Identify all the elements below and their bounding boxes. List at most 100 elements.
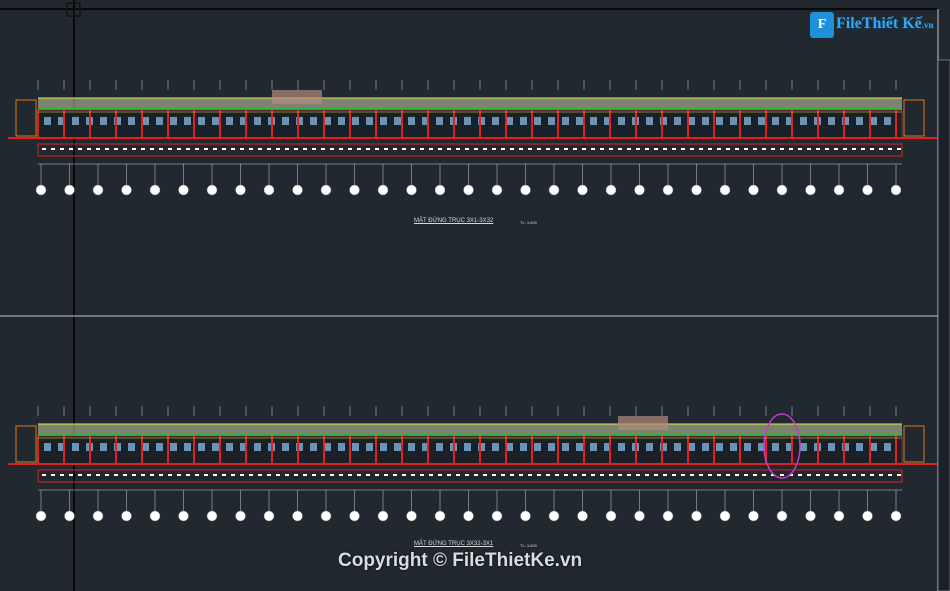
- axis-bubble: [178, 510, 189, 522]
- plinth-mark: [303, 474, 307, 476]
- window: [282, 117, 289, 125]
- plinth-mark: [789, 148, 793, 150]
- window: [590, 117, 597, 125]
- column: [167, 436, 169, 464]
- column: [843, 436, 845, 464]
- plinth-mark: [519, 148, 523, 150]
- plinth-mark: [240, 148, 244, 150]
- window: [310, 117, 317, 125]
- plinth-mark: [213, 474, 217, 476]
- plinth-mark: [375, 474, 379, 476]
- column: [323, 110, 325, 138]
- plinth-mark: [483, 474, 487, 476]
- logo-name: FileThiết Kế: [836, 15, 922, 32]
- plinth-mark: [438, 148, 442, 150]
- plinth-mark: [402, 474, 406, 476]
- axis-bubble: [92, 184, 104, 196]
- plinth-mark: [726, 474, 730, 476]
- window: [352, 117, 359, 125]
- plinth-mark: [681, 148, 685, 150]
- plinth-mark: [717, 474, 721, 476]
- plinth-mark: [888, 148, 892, 150]
- column: [609, 436, 611, 464]
- axis-bubble: [577, 184, 588, 196]
- column: [115, 110, 117, 138]
- column: [349, 110, 351, 138]
- left-end-cap: [15, 99, 37, 137]
- window: [730, 443, 737, 451]
- plinth-mark: [411, 474, 415, 476]
- window: [324, 117, 331, 125]
- axis-bubble: [662, 510, 674, 522]
- plinth-mark: [69, 148, 73, 150]
- ucs-marker[interactable]: [66, 2, 81, 17]
- column: [453, 436, 455, 464]
- plinth-mark: [591, 474, 595, 476]
- plinth-mark: [582, 148, 586, 150]
- window: [296, 443, 303, 451]
- axis-bubble: [890, 184, 902, 196]
- axis-bubble: [377, 184, 389, 196]
- plinth-mark: [699, 148, 703, 150]
- window: [324, 443, 331, 451]
- plinth-mark: [735, 474, 739, 476]
- window: [366, 443, 373, 451]
- window: [772, 443, 779, 451]
- axis-bubble: [548, 184, 560, 196]
- window: [254, 443, 261, 451]
- window: [786, 117, 793, 125]
- plinth-mark: [708, 148, 712, 150]
- plinth-mark: [249, 148, 253, 150]
- plinth-mark: [627, 474, 631, 476]
- plinth-mark: [366, 148, 370, 150]
- window: [730, 117, 737, 125]
- plinth-mark: [132, 148, 136, 150]
- window: [226, 443, 233, 451]
- window: [842, 443, 849, 451]
- plinth-mark: [60, 474, 64, 476]
- column: [375, 110, 377, 138]
- plinth-mark: [564, 148, 568, 150]
- axis-bubble: [235, 510, 246, 522]
- column: [531, 110, 533, 138]
- axis-bubble: [776, 510, 788, 522]
- window: [856, 443, 863, 451]
- plinth-mark: [258, 148, 262, 150]
- axis-bubble: [64, 510, 75, 522]
- column: [401, 436, 403, 464]
- plinth-mark: [744, 148, 748, 150]
- column: [323, 436, 325, 464]
- plinth-mark: [213, 148, 217, 150]
- axis-bubble: [748, 510, 759, 522]
- window: [128, 443, 135, 451]
- window: [506, 117, 513, 125]
- column: [869, 436, 871, 464]
- column: [505, 436, 507, 464]
- plinth-mark: [339, 474, 343, 476]
- axis-bubble: [691, 184, 702, 196]
- plinth-mark: [384, 474, 388, 476]
- column: [479, 436, 481, 464]
- window: [618, 443, 625, 451]
- plinth-mark: [267, 148, 271, 150]
- axis-bubble: [862, 184, 873, 196]
- column: [37, 436, 39, 464]
- plinth-mark: [861, 148, 865, 150]
- window: [646, 443, 653, 451]
- window: [156, 117, 163, 125]
- plinth-mark: [663, 148, 667, 150]
- drawing-title-1: MẶT ĐỨNG TRỤC 3X1-3X32: [414, 218, 494, 224]
- window: [114, 443, 121, 451]
- window: [72, 117, 79, 125]
- axis-bubble: [92, 510, 104, 522]
- axis-bubble: [463, 184, 474, 196]
- axis-bubble: [292, 184, 303, 196]
- plinth-mark: [312, 148, 316, 150]
- axis-bubble: [149, 510, 161, 522]
- column: [661, 436, 663, 464]
- window: [198, 117, 205, 125]
- plinth-mark: [573, 474, 577, 476]
- axis-bubble: [776, 184, 788, 196]
- plinth-mark: [600, 474, 604, 476]
